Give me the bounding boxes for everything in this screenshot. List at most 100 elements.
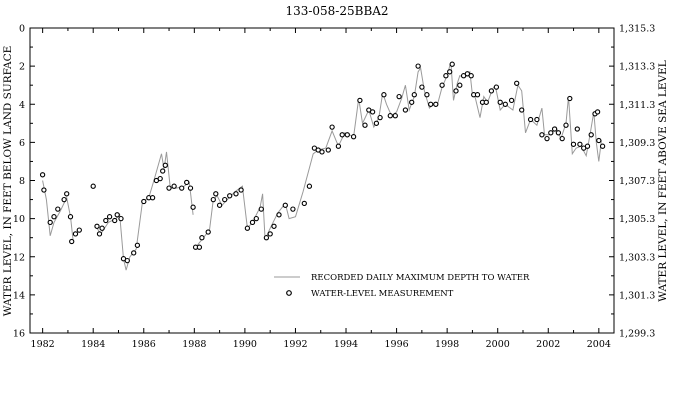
measurement-point [103,217,109,224]
y2-tick-label: 1,299.3 [619,329,655,340]
measurement-point [190,204,196,210]
y-tick-label: 2 [19,62,25,73]
measurement-point [577,141,583,147]
y-tick-label: 6 [19,138,25,149]
y-tick-label: 16 [13,329,25,340]
measurement-point [39,172,46,178]
measurement-point [131,250,137,256]
measurement-point [76,227,82,233]
measurement-point [574,126,580,132]
measurement-point [325,147,331,153]
x-tick-label: 1982 [31,339,55,350]
measurement-point [339,132,345,138]
measurement-point [238,187,244,193]
measurement-point [555,130,562,136]
measurement-point [508,97,515,104]
measurement-point [502,101,508,107]
measurement-point [453,88,459,94]
measurement-point [514,80,520,86]
x-tick-label: 1998 [435,339,459,350]
y-axis-label-right: WATER LEVEL, IN FEET ABOVE SEA LEVEL [657,60,669,302]
measurement-point [392,113,398,119]
x-tick-label: 1994 [334,339,358,350]
measurement-point [124,257,130,264]
x-tick-label: 1992 [283,339,307,350]
measurement-point [544,135,550,142]
measurement-point [588,132,594,138]
legend-marker-swatch [286,290,292,296]
measurement-point [69,238,75,245]
measurement-point [415,63,421,69]
plot-area-frame [29,27,615,334]
measurement-point [373,120,380,126]
measurement-point [306,183,313,189]
measurement-point [106,214,113,220]
measurement-point [149,195,156,201]
measurement-point [483,99,489,105]
measurement-point [411,92,417,98]
measurement-point [179,185,185,191]
measurement-point [402,107,409,113]
y2-tick-label: 1,315.3 [619,24,655,35]
measurement-point [433,101,439,107]
measurement-point [263,235,270,241]
x-tick-label: 2002 [536,339,560,350]
measurement-point [596,137,602,144]
measurement-point [187,185,194,191]
measurement-point [539,132,545,138]
legend-entry-measurement: WATER-LEVEL MEASUREMENT [311,289,454,299]
measurement-point [171,183,177,189]
measurement-point [447,69,453,75]
measurement-point [134,242,141,248]
y2-tick-label: 1,309.3 [619,138,655,149]
measurement-point [267,231,273,237]
measurement-point [344,132,350,138]
y2-tick-label: 1,313.3 [619,62,655,73]
measurement-point [160,168,166,174]
measurement-point [468,73,474,79]
measurement-point [253,215,259,222]
axis-ticks: 1982 1984 1986 1988 1990 1992 1994 1996 1998 2000… [13,24,655,351]
measurement-point [548,130,554,136]
measurement-point [381,92,387,98]
x-tick-label: 1990 [233,339,257,350]
measurement-point [213,191,219,197]
measurement-point [449,61,455,67]
measurement-point [527,116,534,123]
y-tick-label: 0 [19,24,25,35]
measurement-point [112,217,118,224]
measurement-point [559,135,565,142]
measurement-point [67,214,74,220]
measurement-point [41,187,47,193]
measurement-point [64,191,70,197]
x-tick-label: 2000 [486,339,510,350]
measurement-point [362,122,368,128]
measurement-point [488,88,495,94]
y2-tick-label: 1,303.3 [619,252,655,263]
measurement-point [196,244,203,250]
measurement-point [570,141,577,147]
measurement-point [96,231,103,237]
y2-tick-label: 1,307.3 [619,176,655,187]
measurement-point [61,196,67,203]
y-axis-label-left: WATER LEVEL, IN FEET BELOW LAND SURFACE [2,46,14,317]
measurement-point [184,179,190,186]
measurement-point [519,107,525,113]
measurement-point [258,206,264,212]
measurement-point [157,175,163,182]
x-tick-label: 1988 [182,339,206,350]
measurement-point [99,225,105,231]
y-tick-label: 10 [13,214,25,225]
x-tick-label: 2004 [587,339,611,350]
measurement-point [409,99,415,105]
y2-tick-label: 1,301.3 [619,290,655,301]
measurement-point [567,95,573,102]
y2-tick-label: 1,305.3 [619,214,655,225]
measurement-point [249,219,256,226]
measurement-point [396,93,402,100]
measurement-point [205,229,211,235]
x-tick-label: 1984 [81,339,105,350]
measurement-point [301,200,307,207]
y-tick-label: 8 [19,176,25,187]
